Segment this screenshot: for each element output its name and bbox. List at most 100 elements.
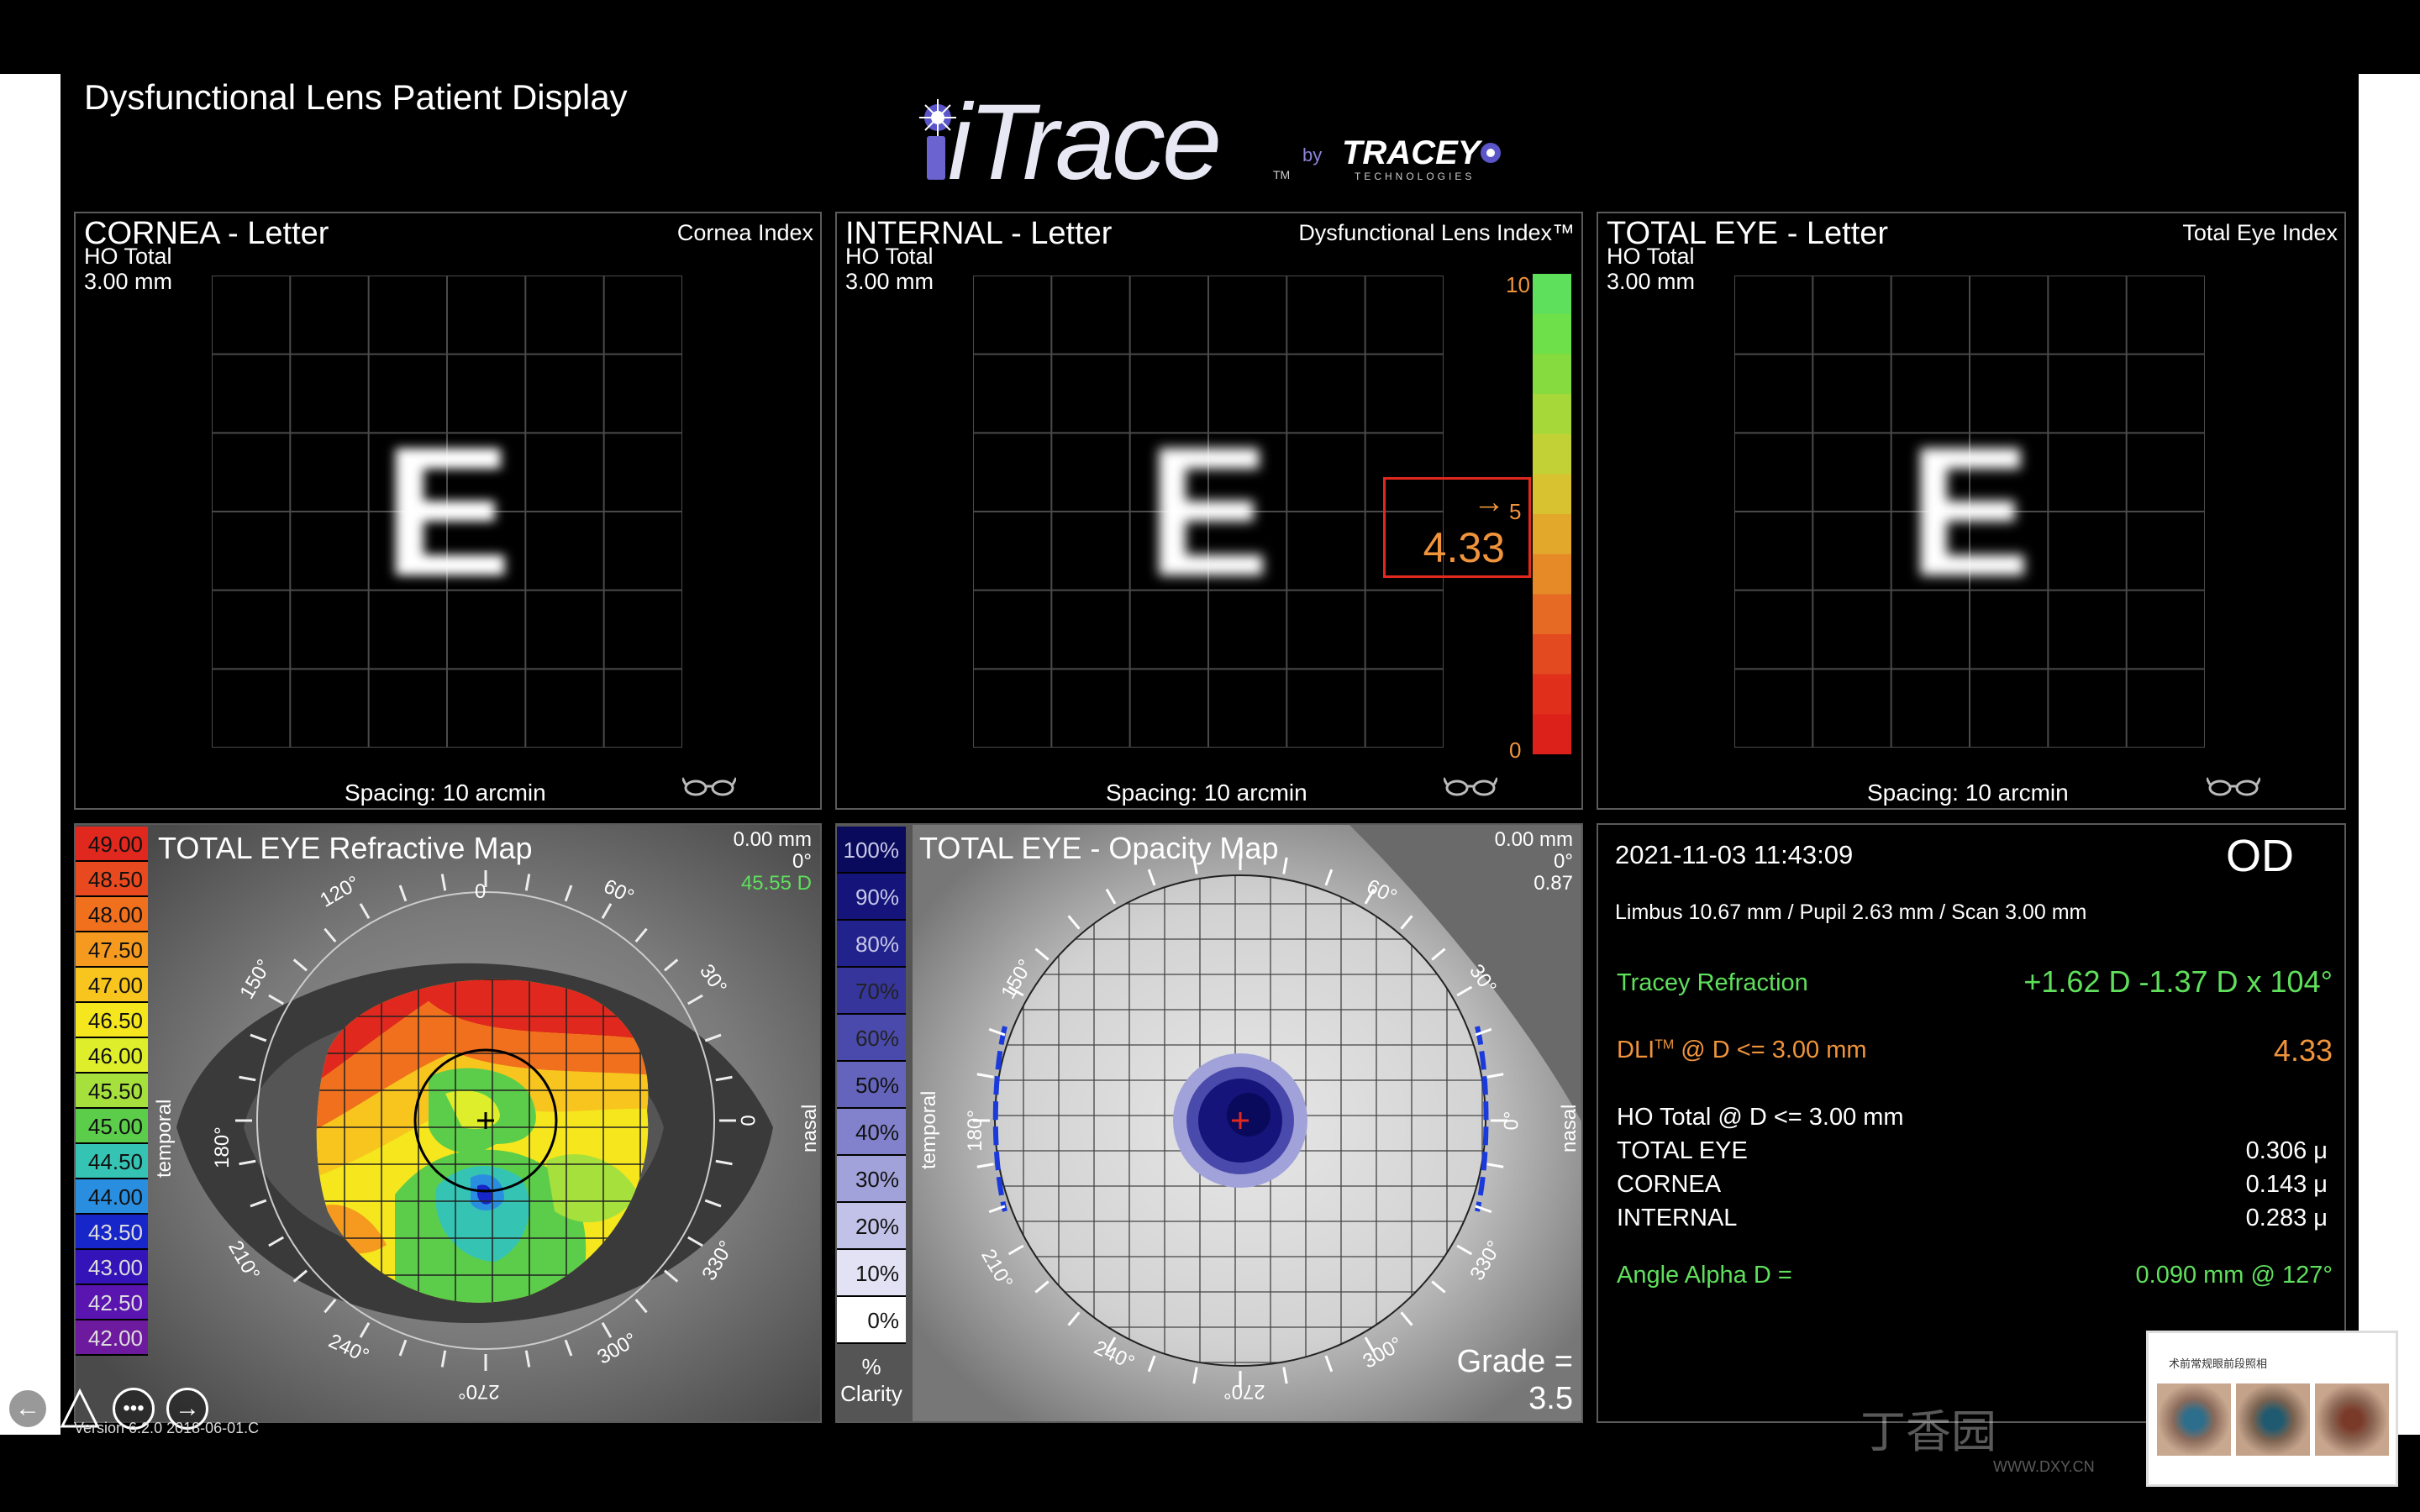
brand-name: TRACEY <box>1342 134 1481 171</box>
right-white-margin <box>2359 74 2420 1435</box>
clarity-step: 70% <box>837 968 906 1015</box>
nasal-label: nasal <box>798 1104 821 1152</box>
temporal-label: temporal <box>153 1099 176 1178</box>
total-eye-index-label[interactable]: Total Eye Index <box>2182 220 2338 245</box>
blurred-letter-e: E <box>1146 407 1270 615</box>
thumbnail-eye-photo <box>2315 1383 2389 1456</box>
nasal-label: nasal <box>1558 1104 1581 1152</box>
clarity-step: 80% <box>837 921 906 968</box>
internal-letter-panel[interactable]: INTERNAL - Letter HO Total 3.00 mm Dysfu… <box>835 212 1583 810</box>
refraction-value: +1.62 D -1.37 D x 104° <box>2023 964 2333 999</box>
clarity-step: 10% <box>837 1250 906 1297</box>
scale-step: 45.50 <box>76 1074 148 1109</box>
refractive-map-panel[interactable]: 49.00 48.50 48.00 47.50 47.00 46.50 46.00 45.50… <box>74 823 822 1423</box>
clarity-step: 100% <box>837 827 906 874</box>
scale-step: 46.00 <box>76 1038 148 1074</box>
letter-grid: E <box>972 275 1444 748</box>
map-offset-mm: 0.00 mm <box>733 828 812 851</box>
letter-grid: E <box>1733 275 2206 748</box>
opacity-map-panel[interactable]: 100% 90% 80% 70% 60% 50% 40% 30% 20% 10% 0% % Clar… <box>835 823 1583 1423</box>
blurred-letter-e: E <box>1907 407 2032 615</box>
clarity-percent-label: % <box>861 1354 881 1379</box>
glasses-icon[interactable] <box>681 774 738 802</box>
arrow-right-icon: → <box>1473 485 1505 521</box>
panel-title: INTERNAL - Letter <box>845 216 1113 251</box>
spacing-label: Spacing: 10 arcmin <box>1867 780 2069 806</box>
spacing-label: Spacing: 10 arcmin <box>1106 780 1307 806</box>
blurred-letter-e: E <box>381 407 513 615</box>
dli-indicator-box: → 4.33 <box>1383 477 1531 579</box>
spacing-label: Spacing: 10 arcmin <box>345 780 546 806</box>
ho-row: TOTAL EYE 0.306 μ <box>1617 1137 2328 1164</box>
grade-value: 3.5 <box>1528 1381 1573 1416</box>
refractive-power-scale: 49.00 48.50 48.00 47.50 47.00 46.50 46.00 45.50… <box>76 827 148 1373</box>
dli-value: 4.33 <box>2273 1033 2333 1068</box>
glasses-icon[interactable] <box>2205 774 2262 802</box>
slide-thumbnail[interactable]: 术前常规眼前段照相 <box>2146 1331 2398 1487</box>
map-offset-mm: 0.00 mm <box>1494 828 1573 851</box>
brand-sub: TECHNOLOGIES <box>1355 171 1476 182</box>
panel-diameter: 3.00 mm <box>1607 269 1696 294</box>
dli-scale-top: 10 <box>1506 272 1530 297</box>
bottom-black-bar <box>0 1435 2420 1512</box>
top-black-bar <box>0 0 2420 74</box>
dli-color-scale <box>1533 274 1571 755</box>
clarity-label: Clarity <box>840 1381 902 1406</box>
scale-step: 45.00 <box>76 1109 148 1144</box>
triangle-flask-icon[interactable] <box>59 1386 101 1431</box>
scale-step: 44.00 <box>76 1179 148 1215</box>
dli-label: DLITM @ D <= 3.00 mm <box>1617 1037 1867 1063</box>
clarity-step: 50% <box>837 1062 906 1109</box>
scale-step: 47.00 <box>76 968 148 1003</box>
back-arrow-icon[interactable]: ← <box>7 1388 49 1430</box>
version-label: Version 6.2.0 2018-06-01.C <box>74 1420 260 1436</box>
scale-step: 43.00 <box>76 1250 148 1285</box>
grade-label: Grade = <box>1456 1344 1573 1379</box>
panel-title: TOTAL EYE - Letter <box>1607 216 1889 251</box>
cornea-index-label[interactable]: Cornea Index <box>676 220 813 245</box>
brand-dot-icon <box>1481 143 1501 163</box>
panel-subtitle: HO Total <box>845 244 934 269</box>
left-white-margin <box>0 74 60 1435</box>
angle-90-label: 0 <box>475 880 487 903</box>
opacity-eye-image <box>913 825 1581 1421</box>
panel-subtitle: HO Total <box>1607 244 1695 269</box>
clarity-step: 0% <box>837 1297 906 1344</box>
scale-step: 48.00 <box>76 897 148 932</box>
dli-scale-mid: 5 <box>1509 499 1522 524</box>
scale-step: 49.00 <box>76 827 148 862</box>
angle-270-label: 270° <box>1223 1380 1265 1403</box>
more-options-icon[interactable]: ••• <box>113 1388 155 1430</box>
forward-arrow-icon[interactable]: → <box>166 1388 208 1430</box>
panel-diameter: 3.00 mm <box>845 269 934 294</box>
scale-step: 43.50 <box>76 1215 148 1250</box>
limbus-pupil-scan: Limbus 10.67 mm / Pupil 2.63 mm / Scan 3… <box>1615 900 2087 924</box>
clarity-step: 40% <box>837 1109 906 1156</box>
glasses-icon[interactable] <box>1442 774 1499 802</box>
itrace-logo: iTrace TM by TRACEY TECHNOLOGIES <box>916 82 1504 202</box>
scale-step: 42.50 <box>76 1285 148 1320</box>
angle-alpha-value: 0.090 mm @ 127° <box>2135 1262 2333 1289</box>
refraction-label: Tracey Refraction <box>1617 969 1808 996</box>
summary-info-panel: 2021-11-03 11:43:09 OD Limbus 10.67 mm /… <box>1597 823 2346 1423</box>
thumbnail-eye-photo <box>2236 1383 2310 1456</box>
scale-step: 46.50 <box>76 1003 148 1038</box>
cornea-letter-panel[interactable]: CORNEA - Letter HO Total 3.00 mm Cornea … <box>74 212 822 810</box>
total-eye-letter-panel[interactable]: TOTAL EYE - Letter HO Total 3.00 mm Tota… <box>1597 212 2346 810</box>
angle-180-label: 180° <box>210 1126 234 1168</box>
clarity-scale: 100% 90% 80% 70% 60% 50% 40% 30% 20% 10% 0% <box>837 827 906 1347</box>
scale-step: 44.50 <box>76 1144 148 1179</box>
panel-diameter: 3.00 mm <box>84 269 173 294</box>
panel-title: CORNEA - Letter <box>84 216 329 251</box>
dli-index-label[interactable]: Dysfunctional Lens Index™ <box>1298 220 1575 245</box>
panel-subtitle: HO Total <box>84 244 172 269</box>
watermark-text: 丁香园 <box>1860 1407 1996 1457</box>
thumbnail-title: 术前常规眼前段照相 <box>2169 1357 2268 1370</box>
logo-tm: TM <box>1273 168 1291 181</box>
angle-180-label: 180° <box>963 1110 986 1152</box>
scale-step: 42.00 <box>76 1320 148 1356</box>
refractive-eye-image <box>76 825 820 1421</box>
scale-step: 47.50 <box>76 932 148 968</box>
ho-total-list: TOTAL EYE 0.306 μ CORNEA 0.143 μ INTERNA… <box>1617 1137 2328 1238</box>
angle-alpha-label: Angle Alpha D = <box>1617 1262 1792 1289</box>
